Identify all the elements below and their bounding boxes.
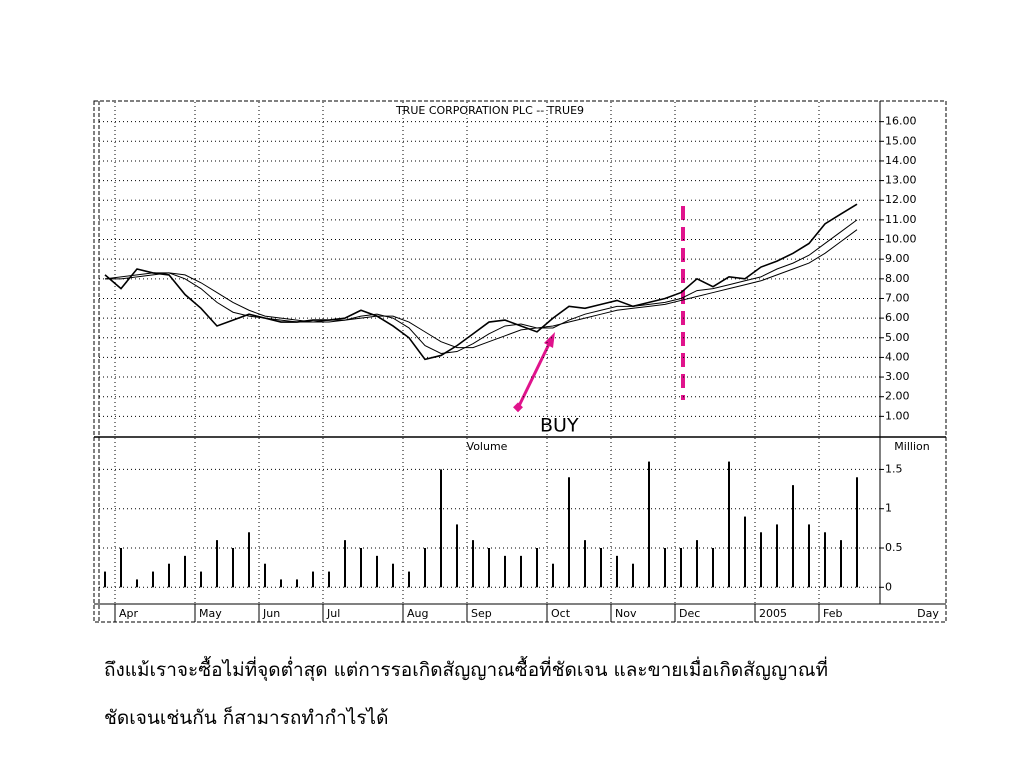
volume-bar — [232, 548, 234, 588]
volume-bar — [376, 555, 378, 588]
y-tick-label: 1.5 — [885, 462, 903, 475]
y-tick-label: 3.00 — [885, 370, 910, 383]
volume-bar — [504, 555, 506, 588]
volume-bar — [856, 477, 858, 588]
annotation: BUY — [540, 415, 579, 437]
volume-bar — [632, 563, 634, 588]
x-tick-label: Apr — [119, 607, 139, 620]
volume-title: Volume — [467, 440, 508, 453]
volume-bar — [440, 469, 442, 588]
y-tick-label: 0.5 — [885, 541, 903, 554]
volume-bar — [616, 555, 618, 588]
y-tick-label: 13.00 — [885, 174, 917, 187]
volume-bar — [360, 548, 362, 588]
caption: ชัดเจนเช่นกัน ก็สามารถทำกำไรได้ — [104, 707, 389, 729]
volume-bar — [472, 540, 474, 588]
x-tick-label: Feb — [823, 607, 842, 620]
y-tick-label: 7.00 — [885, 291, 910, 304]
y-tick-label: 1 — [885, 502, 892, 515]
y-tick-label: 4.00 — [885, 350, 910, 363]
chart-title: TRUE CORPORATION PLC -- TRUE9 — [395, 104, 584, 117]
volume-bar — [424, 548, 426, 588]
volume-bar — [392, 563, 394, 588]
volume-bar — [248, 532, 250, 588]
price-line — [104, 229, 858, 349]
y-tick-label: 11.00 — [885, 213, 917, 226]
y-tick-label: 2.00 — [885, 390, 910, 403]
x-tick-label: Aug — [407, 607, 428, 620]
x-tick-label: May — [199, 607, 222, 620]
volume-bar — [488, 548, 490, 588]
volume-bar — [328, 571, 330, 588]
y-tick-label: 1.00 — [885, 409, 910, 422]
y-tick-label: 0 — [885, 580, 892, 593]
y-tick-label: 12.00 — [885, 193, 917, 206]
volume-bar — [408, 571, 410, 588]
x-tick-label: Oct — [551, 607, 571, 620]
volume-bar — [200, 571, 202, 588]
volume-bar — [728, 461, 730, 588]
volume-bar — [744, 516, 746, 588]
volume-bar — [776, 524, 778, 588]
volume-bar — [792, 485, 794, 588]
volume-bar — [568, 477, 570, 588]
y-tick-label: 14.00 — [885, 154, 917, 167]
volume-bar — [296, 579, 298, 588]
y-tick-label: 15.00 — [885, 134, 917, 147]
x-tick-label: Jul — [326, 607, 340, 620]
buy-arrow — [516, 341, 552, 409]
arrow-tail — [513, 402, 523, 413]
volume-bar — [712, 548, 714, 588]
volume-bar — [760, 532, 762, 588]
volume-bar — [584, 540, 586, 588]
y-tick-label: 8.00 — [885, 272, 910, 285]
y-tick-label: 6.00 — [885, 311, 910, 324]
volume-bar — [280, 579, 282, 588]
caption: ถึงแม้เราจะซื้อไม่ที่จุดต่ำสุด แต่การรอเ… — [104, 659, 828, 681]
price-line — [104, 203, 858, 361]
volume-bar — [216, 540, 218, 588]
volume-bar — [536, 548, 538, 588]
volume-bar — [824, 532, 826, 588]
volume-bar — [152, 571, 154, 588]
volume-bar — [136, 579, 138, 588]
volume-bar — [552, 563, 554, 588]
frame — [93, 100, 947, 623]
x-tick-label: Dec — [679, 607, 700, 620]
volume-bar — [184, 555, 186, 588]
volume-bar — [168, 563, 170, 588]
chart: TRUE CORPORATION PLC -- TRUE9 Volume Mil… — [93, 100, 947, 623]
volume-bar — [456, 524, 458, 588]
x-tick-label: Nov — [615, 607, 637, 620]
y-tick-label: 9.00 — [885, 252, 910, 265]
volume-bar — [520, 555, 522, 588]
x-tick-label: Sep — [471, 607, 492, 620]
volume-bar — [264, 563, 266, 588]
price-line — [105, 219, 858, 354]
x-tick-label: 2005 — [759, 607, 787, 620]
x-axis-label: Day — [917, 607, 939, 620]
volume-bar — [840, 540, 842, 588]
y-tick-label: 10.00 — [885, 233, 917, 246]
volume-bar — [120, 548, 122, 588]
volume-bar — [312, 571, 314, 588]
volume-bar — [696, 540, 698, 588]
volume-bar — [680, 548, 682, 588]
y-tick-label: 5.00 — [885, 331, 910, 344]
arrow-head — [544, 332, 555, 348]
volume-bar — [344, 540, 346, 588]
volume-bar — [648, 461, 650, 588]
volume-bar — [808, 524, 810, 588]
volume-bar — [600, 548, 602, 588]
volume-bar — [664, 548, 666, 588]
y-axis-label: Million — [894, 440, 929, 453]
volume-bar — [104, 571, 106, 588]
y-tick-label: 16.00 — [885, 115, 917, 128]
x-tick-label: Jun — [262, 607, 280, 620]
